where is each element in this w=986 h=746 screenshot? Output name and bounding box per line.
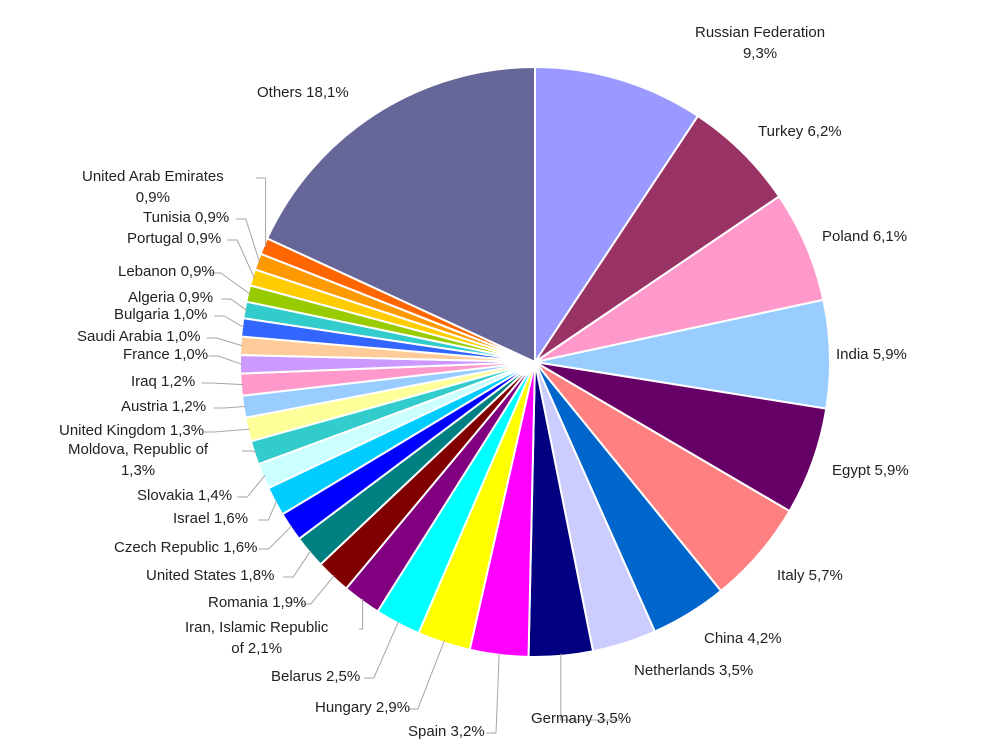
data-label-text: Russian Federation — [695, 24, 826, 41]
data-label-text: Algeria 0,9% — [128, 289, 214, 306]
pie-slice-others — [265, 65, 536, 364]
leader-line — [201, 382, 243, 386]
data-label: Poland 6,1% — [822, 226, 907, 247]
leader-line — [237, 475, 266, 498]
leader-line — [203, 428, 250, 433]
leader-line — [486, 652, 500, 734]
data-label-percent: of 2,1% — [231, 640, 283, 657]
data-label-text: Austria 1,2% — [121, 398, 207, 415]
leader-line — [560, 653, 624, 721]
data-label-text: Slovakia 1,4% — [137, 487, 233, 504]
data-label-text: Czech Republic 1,6% — [114, 539, 258, 556]
leader-line — [258, 525, 293, 550]
data-label: Romania 1,9% — [208, 592, 306, 613]
data-label-text: Iraq 1,2% — [131, 373, 196, 390]
data-label-text: United States 1,8% — [146, 567, 275, 584]
data-label-text: Italy 5,7% — [777, 567, 843, 584]
data-label-text: Netherlands 3,5% — [634, 662, 754, 679]
data-label: Tunisia 0,9% — [143, 207, 229, 228]
data-label: Lebanon 0,9% — [118, 261, 215, 282]
leader-line — [213, 406, 246, 409]
data-label-percent: 0,9% — [135, 189, 170, 206]
data-label-text: United Kingdom 1,3% — [59, 422, 205, 439]
leader-lines — [201, 177, 624, 734]
leader-line — [206, 337, 243, 347]
data-label-text: Spain 3,2% — [408, 723, 485, 740]
data-label-text: Israel 1,6% — [173, 510, 249, 527]
data-label-percent: 9,3% — [742, 45, 778, 62]
leader-line — [363, 621, 400, 679]
leader-line — [256, 177, 267, 247]
data-label: China 4,2% — [704, 628, 782, 649]
data-label-text: United Arab Emirates — [82, 168, 224, 185]
data-label: Iraq 1,2% — [131, 371, 195, 392]
data-label-text: Poland 6,1% — [822, 228, 908, 245]
data-label-text: Saudi Arabia 1,0% — [77, 328, 201, 345]
data-label-text: Egypt 5,9% — [832, 462, 909, 479]
data-label-text: China 4,2% — [704, 630, 782, 647]
data-label-percent: 1,3% — [120, 462, 156, 479]
leader-line — [359, 598, 364, 630]
leader-line — [235, 218, 260, 263]
data-label-text: Moldova, Republic of — [68, 441, 209, 458]
data-label: Others 18,1% — [257, 82, 349, 103]
data-label-text: Others 18,1% — [257, 84, 349, 101]
data-label: Algeria 0,9% — [128, 287, 213, 308]
data-label: Israel 1,6% — [173, 508, 248, 529]
data-label: Bulgaria 1,0% — [114, 304, 207, 325]
leader-line — [208, 355, 243, 365]
data-label: United States 1,8% — [146, 565, 274, 586]
leader-line — [227, 239, 255, 279]
pie-slice-turkey — [534, 114, 781, 363]
leader-line — [214, 315, 245, 328]
data-label: Saudi Arabia 1,0% — [77, 326, 200, 347]
data-label: Spain 3,2% — [408, 721, 485, 742]
leader-line — [283, 550, 312, 578]
data-label: Slovakia 1,4% — [137, 485, 232, 506]
pie-slice-russian-federation — [534, 65, 700, 366]
data-label: Austria 1,2% — [121, 396, 206, 417]
data-label: India 5,9% — [836, 344, 907, 365]
data-label-text: Portugal 0,9% — [127, 230, 222, 247]
data-label: France 1,0% — [123, 344, 208, 365]
data-label-text: France 1,0% — [123, 346, 209, 363]
data-label: Hungary 2,9% — [315, 697, 410, 718]
data-label: Belarus 2,5% — [271, 666, 360, 687]
data-label-text: Belarus 2,5% — [271, 668, 361, 685]
data-label-text: Bulgaria 1,0% — [114, 306, 208, 323]
data-label-text: Hungary 2,9% — [315, 699, 411, 716]
leader-line — [210, 272, 251, 295]
data-label-text: Turkey 6,2% — [758, 123, 842, 140]
leader-line — [220, 298, 247, 311]
leader-line — [242, 450, 257, 453]
data-label-text: Iran, Islamic Republic — [185, 619, 329, 636]
data-label: Turkey 6,2% — [758, 121, 842, 142]
data-label: Netherlands 3,5% — [634, 660, 753, 681]
pie-slices — [239, 65, 831, 658]
data-label: United Kingdom 1,3% — [59, 420, 204, 441]
leader-line — [258, 500, 278, 521]
data-label-text: Lebanon 0,9% — [118, 263, 215, 280]
data-label: Egypt 5,9% — [832, 460, 909, 481]
data-label-text: Tunisia 0,9% — [143, 209, 230, 226]
data-label: Russian Federation 9,3% — [695, 22, 825, 64]
data-label: Iran, Islamic Republic of 2,1% — [185, 617, 328, 659]
data-label: Portugal 0,9% — [127, 228, 221, 249]
data-label-text: India 5,9% — [836, 346, 907, 363]
data-label: Germany 3,5% — [531, 708, 631, 729]
data-label-text: Germany 3,5% — [531, 710, 632, 727]
data-label: Moldova, Republic of 1,3% — [68, 439, 208, 481]
data-label: Czech Republic 1,6% — [114, 537, 257, 558]
leader-line — [407, 640, 445, 710]
data-label: United Arab Emirates 0,9% — [82, 166, 224, 208]
leader-line — [300, 575, 335, 605]
data-label-text: Romania 1,9% — [208, 594, 307, 611]
data-label: Italy 5,7% — [777, 565, 843, 586]
